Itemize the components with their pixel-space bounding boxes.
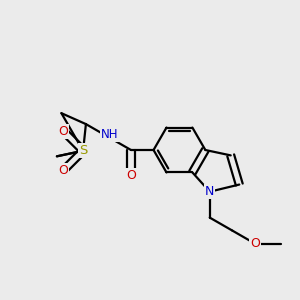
Text: O: O — [126, 169, 136, 182]
Text: O: O — [250, 237, 260, 250]
Text: N: N — [205, 185, 214, 198]
Text: S: S — [79, 144, 87, 157]
Text: O: O — [58, 124, 68, 138]
Text: NH: NH — [101, 128, 119, 141]
Text: O: O — [58, 164, 68, 177]
